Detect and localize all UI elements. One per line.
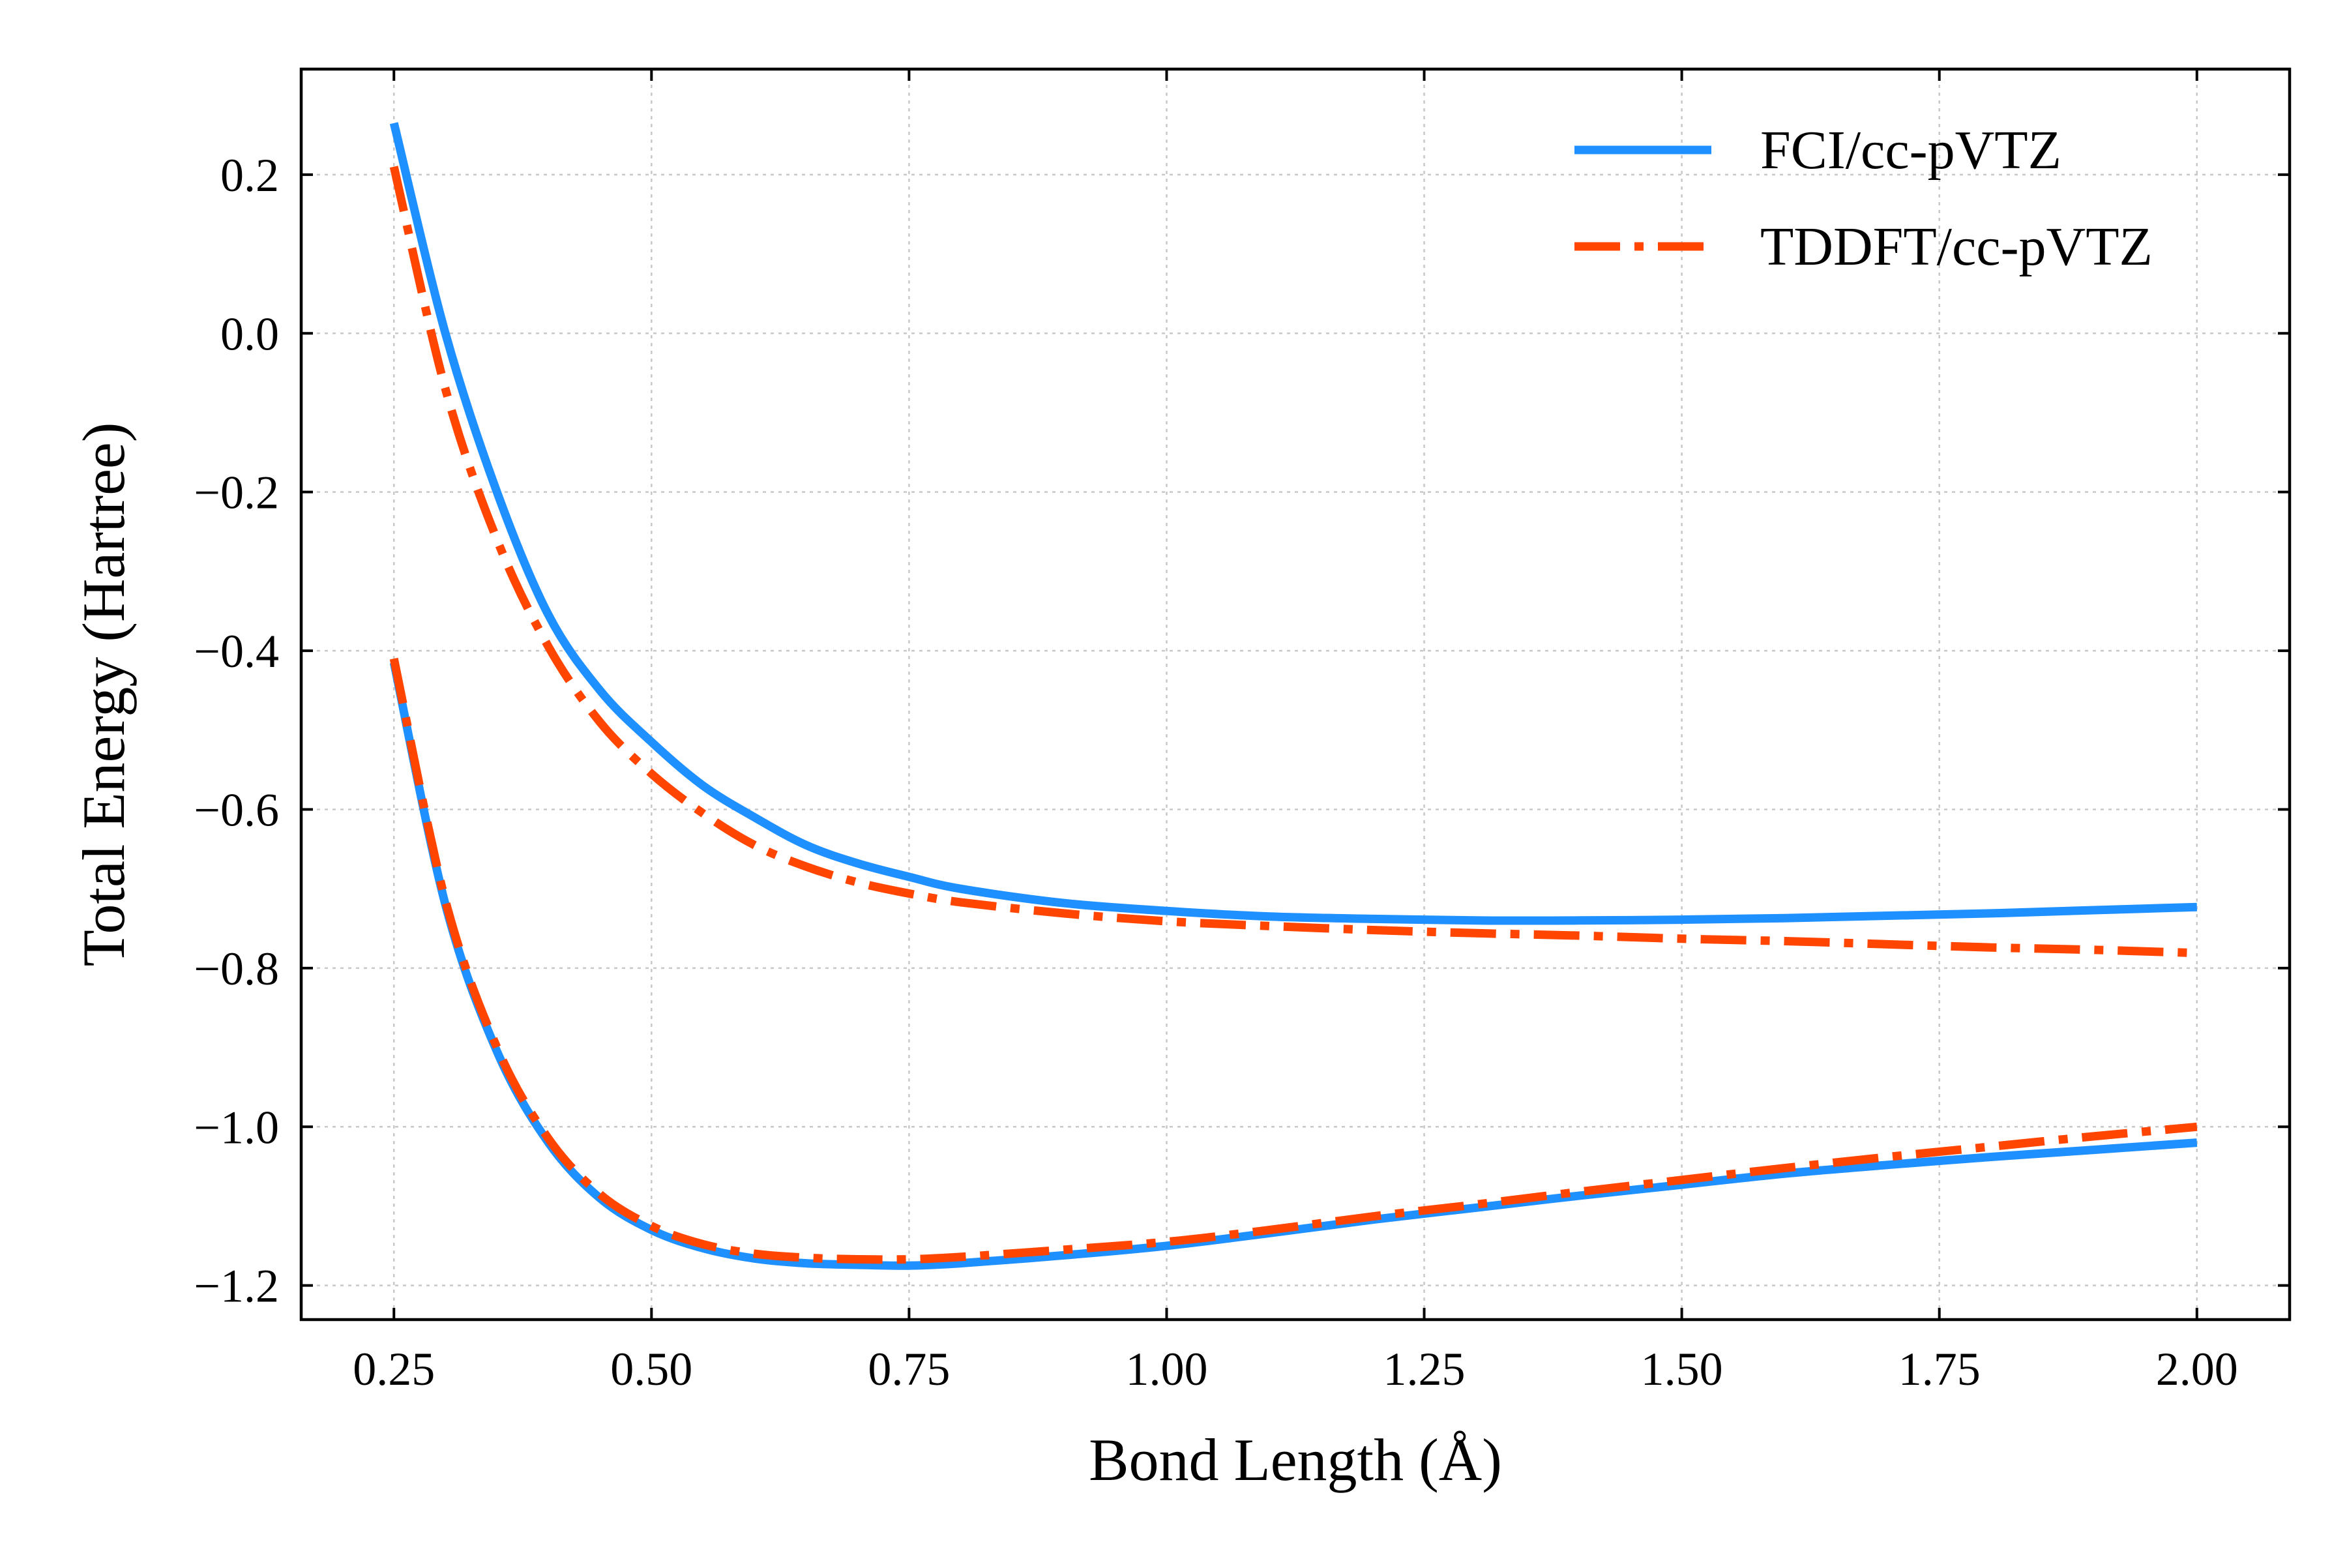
y-axis-title: Total Energy (Hartree) — [70, 422, 137, 967]
plot-frame — [299, 67, 2292, 1322]
tick-layer — [301, 69, 2290, 1320]
y-tick-label: −0.6 — [194, 784, 279, 836]
series-line-tddft-ground — [389, 657, 2198, 1264]
y-tick-label: −0.2 — [194, 467, 279, 519]
y-tick-label: 0.0 — [220, 308, 279, 360]
y-tick-label: 0.2 — [220, 149, 279, 201]
x-tick-label: 0.25 — [353, 1343, 435, 1395]
y-tick-label: −0.4 — [194, 625, 279, 677]
x-tick-label: 2.00 — [2156, 1343, 2238, 1395]
series-line-fci-excited — [389, 122, 2197, 925]
x-tick-label: 1.50 — [1641, 1343, 1723, 1395]
x-tick-label: 1.25 — [1383, 1343, 1466, 1395]
x-tick-label: 1.75 — [1898, 1343, 1981, 1395]
grid-layer — [301, 69, 2290, 1320]
label-layer: 0.25 0.50 0.75 1.00 1.25 1.50 1.75 2.00 0.2 0.0 −0… — [194, 149, 2237, 1395]
series-layer — [389, 122, 2198, 1270]
legend: FCI/cc-pVTZ TDDFT/cc-pVTZ — [1574, 120, 2153, 277]
x-tick-label: 0.50 — [610, 1343, 692, 1395]
x-tick-label: 0.75 — [868, 1343, 950, 1395]
x-axis-title: Bond Length (Å) — [1089, 1427, 1502, 1493]
legend-label-fci: FCI/cc-pVTZ — [1760, 120, 2061, 181]
y-tick-label: −1.2 — [194, 1260, 279, 1312]
x-tick-label: 1.00 — [1125, 1343, 1207, 1395]
y-tick-label: −1.0 — [194, 1101, 279, 1153]
series-line-tddft-excited — [389, 166, 2197, 958]
y-tick-label: −0.8 — [194, 943, 279, 995]
legend-label-tddft: TDDFT/cc-pVTZ — [1760, 216, 2153, 277]
